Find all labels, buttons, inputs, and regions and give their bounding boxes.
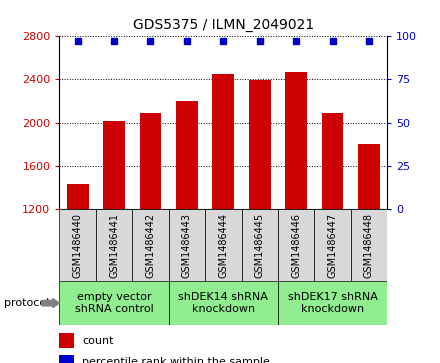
Text: GSM1486442: GSM1486442 (146, 212, 155, 278)
Bar (351, 209, 387, 281)
Text: GSM1486448: GSM1486448 (364, 212, 374, 278)
Bar (205, 209, 242, 281)
Text: shDEK17 shRNA
knockdown: shDEK17 shRNA knockdown (288, 292, 378, 314)
Bar (103, 122, 125, 209)
Bar (322, 113, 344, 209)
Bar (59, 355, 74, 363)
Bar (59, 209, 96, 281)
Bar (96, 209, 132, 281)
Bar (132, 209, 169, 281)
Bar (169, 209, 205, 281)
Bar (278, 209, 314, 281)
Bar (59, 333, 74, 348)
Bar (169, 281, 278, 325)
Text: percentile rank within the sample: percentile rank within the sample (82, 358, 270, 363)
Text: GSM1486440: GSM1486440 (73, 212, 83, 278)
Bar (358, 144, 380, 209)
Bar (285, 72, 307, 209)
Bar (139, 113, 161, 209)
Bar (249, 81, 271, 209)
Text: GSM1486443: GSM1486443 (182, 212, 192, 278)
Bar (59, 281, 169, 325)
Text: GSM1486446: GSM1486446 (291, 212, 301, 278)
Bar (278, 281, 387, 325)
Text: shDEK14 shRNA
knockdown: shDEK14 shRNA knockdown (178, 292, 268, 314)
Bar (314, 209, 351, 281)
Bar (176, 101, 198, 209)
Text: empty vector
shRNA control: empty vector shRNA control (75, 292, 154, 314)
Bar (242, 209, 278, 281)
Text: GSM1486441: GSM1486441 (109, 212, 119, 278)
Text: GSM1486444: GSM1486444 (218, 212, 228, 278)
Text: GSM1486445: GSM1486445 (255, 212, 265, 278)
Text: protocol: protocol (4, 298, 50, 308)
Text: count: count (82, 336, 114, 346)
Text: GSM1486447: GSM1486447 (327, 212, 337, 278)
Bar (67, 184, 88, 209)
Title: GDS5375 / ILMN_2049021: GDS5375 / ILMN_2049021 (133, 19, 314, 33)
Bar (213, 74, 234, 209)
